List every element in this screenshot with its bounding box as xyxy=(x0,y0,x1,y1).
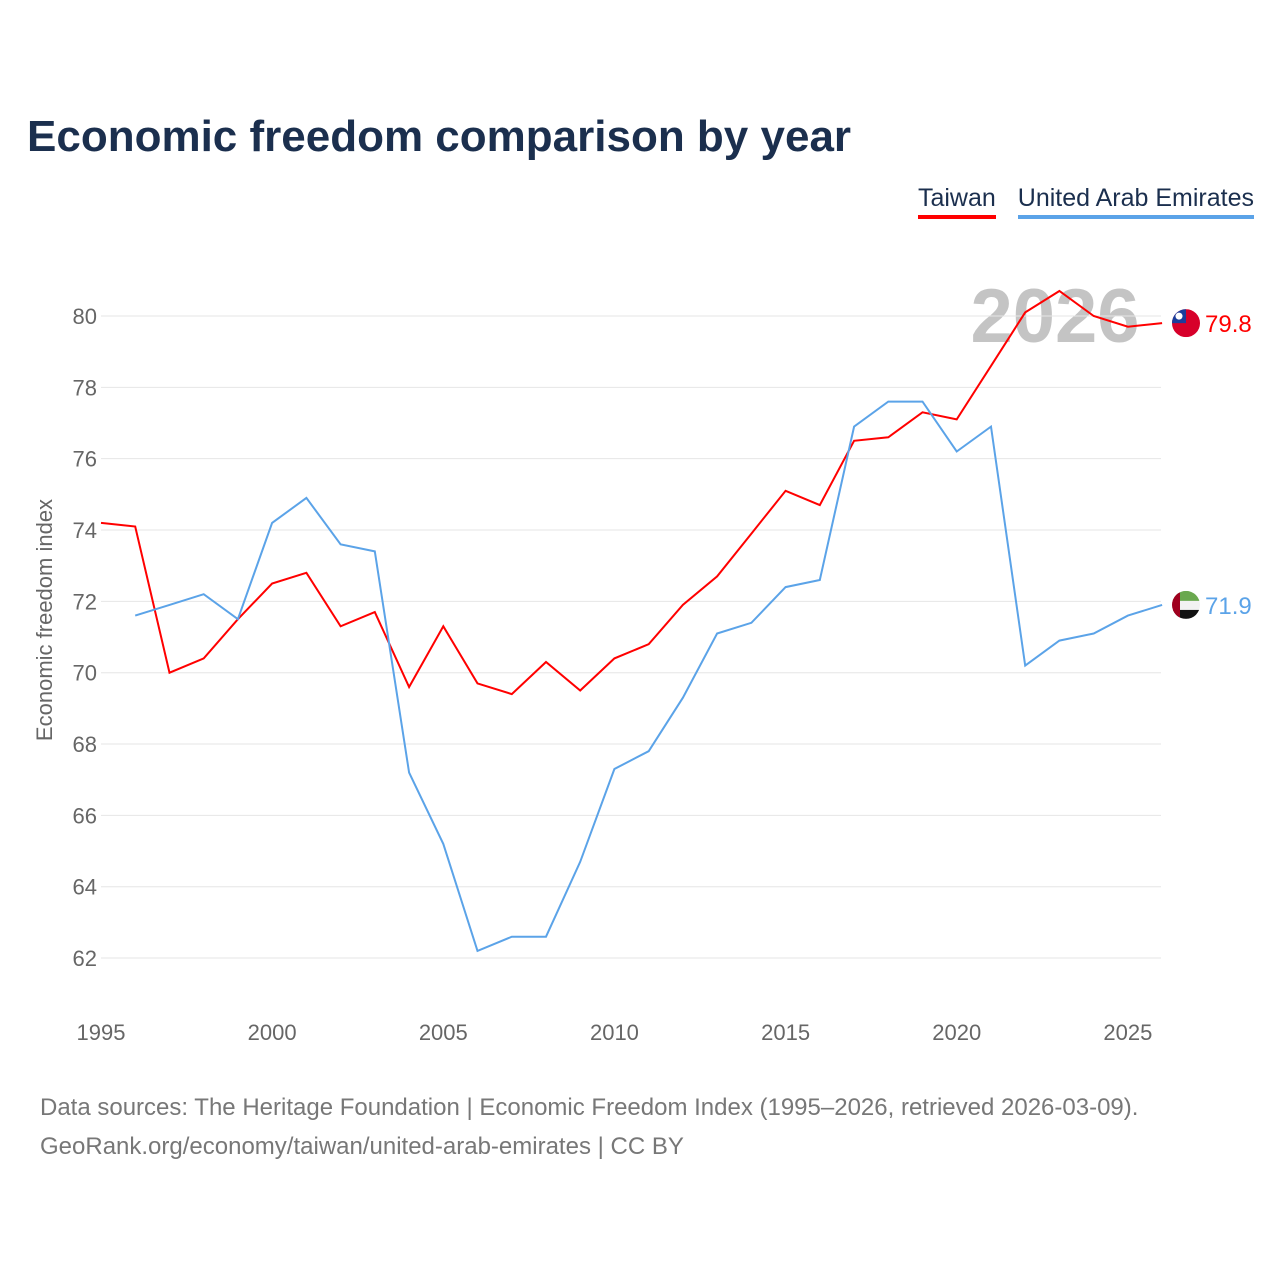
series-line-uae xyxy=(134,400,1163,953)
y-tick-label: 68 xyxy=(73,732,97,757)
y-tick-label: 66 xyxy=(73,803,97,828)
x-tick-label: 2000 xyxy=(248,1020,297,1045)
source-line-2[interactable]: GeoRank.org/economy/taiwan/united-arab-e… xyxy=(40,1133,684,1160)
y-tick-label: 62 xyxy=(73,946,97,971)
legend: Taiwan United Arab Emirates xyxy=(917,184,1254,219)
legend-item-taiwan[interactable]: Taiwan xyxy=(917,184,996,219)
source-note: Data sources: The Heritage Foundation | … xyxy=(40,1088,1138,1166)
x-tick-label: 2020 xyxy=(932,1020,981,1045)
x-tick-label: 2005 xyxy=(419,1020,468,1045)
end-value-label: 71.9 xyxy=(1205,593,1252,620)
legend-item-uae[interactable]: United Arab Emirates xyxy=(1017,184,1254,219)
y-tick-label: 80 xyxy=(73,304,97,329)
x-tick-label: 2010 xyxy=(590,1020,639,1045)
y-tick-label: 72 xyxy=(73,589,97,614)
x-tick-label: 1995 xyxy=(77,1020,126,1045)
y-tick-label: 64 xyxy=(73,875,97,900)
y-tick-label: 76 xyxy=(73,447,97,472)
y-tick-label: 78 xyxy=(73,375,97,400)
taiwan-flag-icon xyxy=(1172,309,1200,338)
end-value-label: 79.8 xyxy=(1205,311,1252,338)
y-axis-label: Economic freedom index xyxy=(32,499,57,741)
y-tick-label: 74 xyxy=(73,518,97,543)
y-tick-label: 70 xyxy=(73,661,97,686)
x-tick-label: 2015 xyxy=(761,1020,810,1045)
source-line-1: Data sources: The Heritage Foundation | … xyxy=(40,1094,1139,1121)
uae-flag-icon xyxy=(1172,590,1200,619)
x-tick-label: 2025 xyxy=(1103,1020,1152,1045)
chart-title: Economic freedom comparison by year xyxy=(27,112,852,161)
series-line-taiwan xyxy=(100,289,1163,696)
